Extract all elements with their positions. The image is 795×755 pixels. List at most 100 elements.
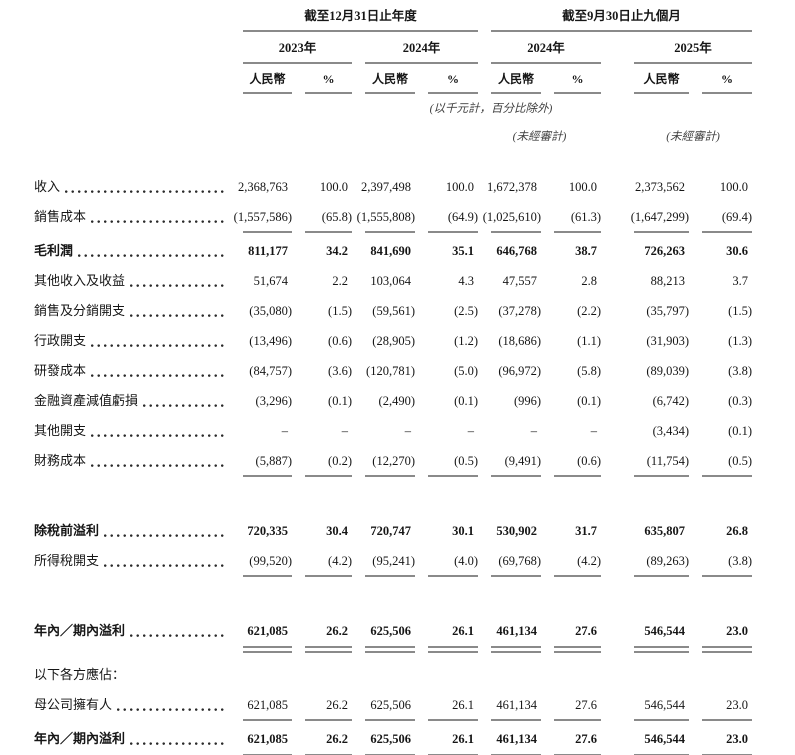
cell-value: (0.1) <box>328 394 352 408</box>
cell-value: 4.3 <box>458 274 475 288</box>
cell-value: (35,080) <box>249 304 292 318</box>
cell-value: 23.0 <box>689 718 753 755</box>
cell-value: (12,270) <box>352 444 415 477</box>
table-body: 收入 2,368,763 100.0 2,397,498 100.0 1,672,378 1… <box>34 148 753 755</box>
cell-value <box>478 644 541 688</box>
cell-value: 23.0 <box>689 688 753 721</box>
cell-value: (99,520) <box>230 544 292 577</box>
cell-value: 461,134 <box>478 688 542 721</box>
cell-value: 461,134 <box>478 718 542 755</box>
header-spacer <box>34 120 230 148</box>
col-header-rmb: 人民幣 <box>478 64 542 94</box>
col-header-pct: % <box>689 64 753 94</box>
cell-value: (1,555,808) <box>352 200 415 233</box>
cell-value: 811,177 <box>248 244 288 258</box>
cell-value: (3,296) <box>255 394 292 408</box>
cell-value: 30.4 <box>326 524 348 538</box>
cell-value: (0.5) <box>415 444 479 477</box>
year-label: 2025年 <box>634 37 753 64</box>
cell-value: 2,397,498 <box>361 180 411 194</box>
cell-value: (0.3) <box>728 394 753 408</box>
dotted-leader <box>91 372 226 377</box>
col-header-rmb: 人民幣 <box>230 64 292 94</box>
cell-value: (1.2) <box>454 334 479 348</box>
cell-value: – <box>590 424 598 438</box>
cell-value: (120,781) <box>366 364 415 378</box>
cell-value: 38.7 <box>575 244 598 258</box>
row-label: 收入 <box>34 179 61 194</box>
unaudited-note-row: (未經審計) (未經審計) <box>34 120 752 148</box>
cell-value <box>230 644 292 688</box>
cell-value: 88,213 <box>650 274 686 288</box>
row-label-cell: 以下各方應佔： <box>34 644 230 688</box>
table-row: 所得稅開支 (99,520) (4.2) (95,241) (4.0) (69,768)(… <box>34 544 753 577</box>
cell-value: (3.8) <box>689 544 753 577</box>
cell-value: 2.2 <box>332 274 348 288</box>
cell-value: 726,263 <box>644 244 686 258</box>
cell-value: (31,903) <box>646 334 690 348</box>
row-label-cell: 年內／期內溢利 <box>34 574 230 644</box>
cell-value: (59,561) <box>372 304 415 318</box>
year-2024: 2024年 <box>352 32 479 64</box>
year-2025-nine-months: 2025年 <box>601 32 753 64</box>
row-label-cell: 財務成本 <box>34 444 230 474</box>
cell-value: 2.8 <box>581 274 598 288</box>
cell-value: 530,902 <box>496 524 538 538</box>
cell-value: 26.2 <box>292 718 352 755</box>
dotted-leader <box>130 740 226 745</box>
table-row: 除稅前溢利 720,335 30.4 720,747 30.1 530,902 31.7 63… <box>34 474 752 544</box>
row-label-cell: 母公司擁有人 <box>34 688 230 718</box>
cell-value: (9,491) <box>478 444 542 477</box>
column-header-row: 人民幣 % 人民幣 % 人民幣 % 人民幣 % <box>34 64 753 94</box>
table-row: 財務成本 (5,887) (0.2) (12,270) (0.5) (9,491) (0.6… <box>34 444 753 477</box>
row-label-cell: 年內／期內溢利 <box>34 718 230 752</box>
row-label-cell: 銷售及分銷開支 <box>34 294 230 324</box>
row-label-cell: 其他收入及收益 <box>34 264 230 294</box>
cell-value: (1.3) <box>728 334 753 348</box>
dotted-leader <box>91 432 226 437</box>
rmb-label: 人民幣 <box>491 70 542 94</box>
cell-value: – <box>467 424 475 438</box>
dotted-leader <box>91 218 226 223</box>
cell-value: 621,085 <box>230 574 292 653</box>
year-2023: 2023年 <box>230 32 352 64</box>
cell-value: (13,496) <box>249 334 292 348</box>
cell-value: 720,747 <box>370 524 411 538</box>
cell-value: 26.2 <box>292 688 352 721</box>
cell-value: (1.1) <box>577 334 602 348</box>
row-label: 其他收入及收益 <box>34 273 126 288</box>
row-label-cell: 所得稅開支 <box>34 544 230 574</box>
dotted-leader <box>130 282 226 287</box>
cell-value: (0.1) <box>577 394 602 408</box>
header-spacer <box>34 32 230 64</box>
cell-value: 621,085 <box>230 688 292 721</box>
cell-value: (1,647,299) <box>601 200 690 233</box>
units-note-row: (以千元計，百分比除外) <box>34 94 752 120</box>
cell-value: 103,064 <box>370 274 411 288</box>
col-header-pct: % <box>541 64 602 94</box>
cell-value: (35,797) <box>646 304 690 318</box>
col-header-rmb: 人民幣 <box>601 64 690 94</box>
unaudited-note: (未經審計) <box>666 131 720 143</box>
cell-value: (1,025,610) <box>478 200 542 233</box>
row-label-cell: 收入 <box>34 148 230 200</box>
table-row: 母公司擁有人 621,085 26.2 625,506 26.1 461,134 27.6 5… <box>34 688 753 721</box>
row-label: 研發成本 <box>34 363 87 378</box>
row-label: 母公司擁有人 <box>34 697 113 712</box>
units-note: (以千元計，百分比除外) <box>429 103 553 115</box>
dotted-leader <box>91 462 226 467</box>
cell-value: (95,241) <box>352 544 415 577</box>
cell-value: – <box>341 424 348 438</box>
row-label-cell: 其他開支 <box>34 414 230 444</box>
pct-label: % <box>305 72 352 94</box>
row-label: 年內／期內溢利 <box>34 623 126 638</box>
rmb-label: 人民幣 <box>243 70 292 94</box>
dotted-leader <box>117 706 226 711</box>
col-header-pct: % <box>415 64 479 94</box>
period-group-nine-months-title: 截至9月30日止九個月 <box>491 5 753 32</box>
cell-value: (0.1) <box>454 394 479 408</box>
pct-label: % <box>702 72 753 94</box>
cell-value: 625,506 <box>352 718 415 755</box>
header-spacer <box>230 120 478 148</box>
